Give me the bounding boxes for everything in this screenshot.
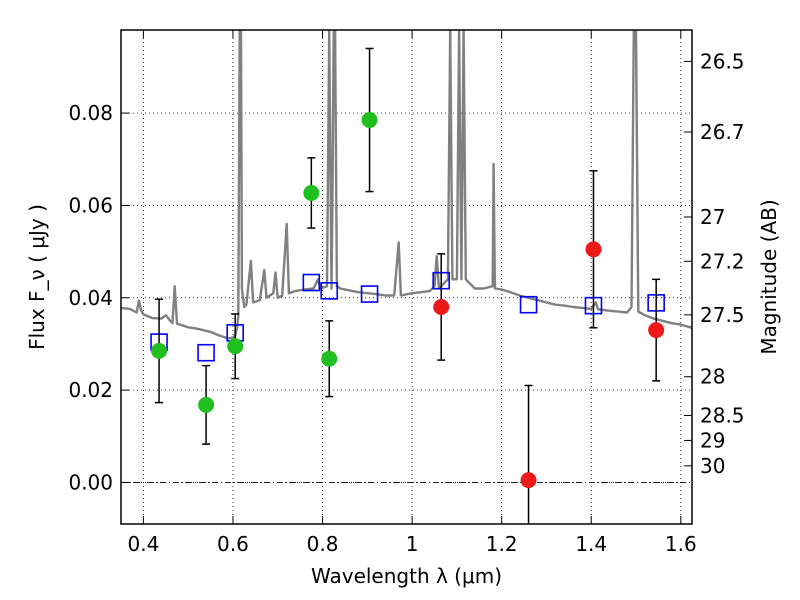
observed-point (151, 342, 168, 359)
y-tick-label: 0.06 (68, 193, 113, 217)
mag-tick-label: 28 (700, 365, 725, 389)
x-axis-title: Wavelength λ (μm) (311, 564, 502, 588)
model-point (302, 273, 321, 292)
spectrum-line (121, 30, 692, 340)
x-tick-label: 1.6 (665, 532, 697, 556)
y-tick-label: 0.00 (68, 470, 113, 494)
observed-point (648, 322, 665, 339)
x-tick-label: 0.6 (217, 532, 249, 556)
mag-tick-label: 29 (700, 428, 725, 452)
y-tick-label: 0.08 (68, 101, 113, 125)
observed-point (227, 338, 244, 355)
model-point (519, 295, 538, 314)
model-point (197, 343, 215, 362)
model-point (320, 282, 339, 300)
x-tick-label: 1 (406, 532, 419, 556)
observed-point (585, 241, 602, 258)
observed-point (520, 472, 537, 489)
observed-point (303, 184, 320, 201)
y-tick-label: 0.02 (68, 378, 113, 402)
plot-frame (120, 29, 693, 525)
mag-tick-label: 27.5 (700, 303, 745, 327)
mag-tick-label: 30 (700, 454, 725, 478)
mag-tick-label: 27.2 (700, 249, 745, 273)
grid (121, 30, 692, 524)
mag-tick-label: 26.7 (700, 120, 745, 144)
x-tick-label: 0.8 (307, 532, 339, 556)
y-axis-title: Flux F_ν ( μJy ) (25, 204, 49, 350)
mag-tick-label: 28.5 (700, 404, 745, 428)
plot-area (121, 30, 692, 524)
mag-tick-label: 27 (700, 205, 725, 229)
observed-point (433, 299, 450, 316)
x-tick-label: 1.2 (486, 532, 518, 556)
x-tick-label: 1.4 (575, 532, 607, 556)
y-tick-label: 0.04 (68, 286, 113, 310)
x-tick-label: 0.4 (127, 532, 159, 556)
tick-labels: 0.4 0.6 0.8 1 1.2 1.4 1.6 0.00 0.02 0.04 0.06 0.08 2… (68, 49, 744, 556)
right-axis-title: Magnitude (AB) (757, 199, 781, 354)
model-point (360, 285, 379, 303)
observed-point (198, 396, 215, 413)
observed-point (321, 350, 338, 367)
axis-ticks (121, 30, 692, 524)
observed-point (361, 112, 378, 129)
mag-tick-label: 26.5 (700, 49, 745, 73)
